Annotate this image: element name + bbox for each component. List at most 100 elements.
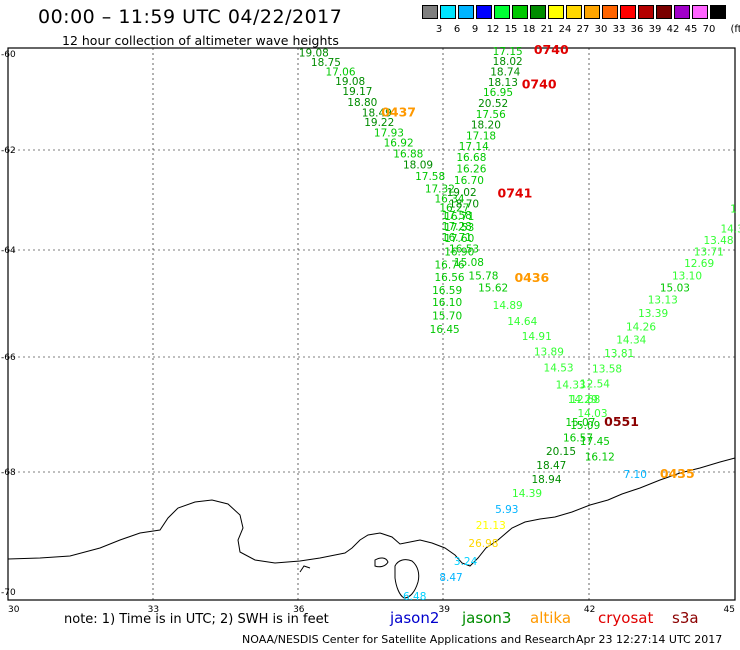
- wave-height-value: 19.22: [364, 117, 394, 129]
- legend-swatch: [620, 5, 636, 19]
- wave-height-value: 16.70: [454, 175, 484, 187]
- wave-height-value: 19.17: [342, 86, 372, 98]
- antarctic-coastline: [7, 457, 736, 599]
- legend-label: 42: [666, 24, 680, 35]
- wave-height-value: 17.93: [374, 128, 404, 140]
- wave-height-value: 17.15: [493, 46, 523, 58]
- legend-swatch: [440, 5, 456, 19]
- wave-height-value: 17.45: [580, 436, 610, 448]
- wave-height-value: 5.93: [495, 504, 518, 516]
- wave-height-value: 15.70: [432, 311, 462, 323]
- wave-height-value: 16.26: [456, 164, 486, 176]
- wave-height-value: 17.18: [466, 130, 496, 142]
- latitude-label: -60: [1, 50, 16, 60]
- longitude-label: 36: [293, 605, 305, 615]
- wave-height-value: 16.57: [563, 433, 593, 445]
- wave-height-value: 17.14: [459, 141, 489, 153]
- footnote: note: 1) Time is in UTC; 2) SWH is in fe…: [64, 612, 329, 627]
- legend-label: 39: [648, 24, 662, 35]
- generated-timestamp: Apr 23 12:27:14 UTC 2017: [576, 633, 723, 646]
- legend-label: 15: [504, 24, 518, 35]
- longitude-label: 39: [438, 605, 450, 615]
- wave-height-value: 16.90: [444, 246, 474, 258]
- longitude-label: 30: [8, 605, 20, 615]
- satellite-s3a: s3a: [672, 609, 699, 627]
- legend-label: 70: [702, 24, 716, 35]
- wave-height-value: 13.13: [648, 295, 678, 307]
- legend-label: 12: [486, 24, 500, 35]
- legend-label: 45: [684, 24, 698, 35]
- wave-height-value: 16.68: [456, 152, 486, 164]
- legend-unit: (ft): [730, 24, 740, 35]
- wave-height-value: 16.71: [444, 211, 474, 223]
- wave-height-value: 19.02: [447, 187, 477, 199]
- wave-height-value: 17.06: [325, 67, 355, 79]
- wave-height-value: 17.56: [476, 109, 506, 121]
- graticule: [8, 48, 735, 600]
- wave-height-value: 18.20: [471, 119, 501, 131]
- wave-height-value: 18.47: [536, 460, 566, 472]
- legend-swatch: [584, 5, 600, 19]
- wave-height-value: 14.64: [507, 316, 537, 328]
- wave-height-value: 16.12: [585, 452, 615, 464]
- legend-swatch: [458, 5, 474, 19]
- legend-label: 18: [522, 24, 536, 35]
- wave-height-value: 12.68: [570, 394, 600, 406]
- longitude-labels: 30 33 36 39 42 45: [8, 605, 735, 615]
- wave-height-value: 16.45: [430, 324, 460, 336]
- wave-height-value: 18.09: [403, 160, 433, 172]
- map-subtitle: 12 hour collection of altimeter wave hei…: [62, 33, 339, 48]
- wave-height-value: 16.53: [449, 244, 479, 256]
- latitude-label: -68: [1, 468, 16, 478]
- legend-swatch: [566, 5, 582, 19]
- latitude-label: -70: [1, 588, 16, 598]
- legend-label: 9: [471, 24, 479, 35]
- credit-line: NOAA/NESDIS Center for Satellite Applica…: [242, 633, 576, 646]
- map-title: 00:00 – 11:59 UTC 04/22/2017: [38, 6, 343, 28]
- legend-label: 21: [540, 24, 554, 35]
- wave-height-value: 16.56: [435, 272, 465, 284]
- legend-swatch: [422, 5, 438, 19]
- legend-label: 33: [612, 24, 626, 35]
- legend-swatch: [512, 5, 528, 19]
- wave-height-value: 16.95: [483, 87, 513, 99]
- pass-time-label: 0436: [514, 270, 549, 285]
- wave-height-value: 14.29: [568, 394, 598, 406]
- pass-time-label: 0740: [534, 42, 569, 57]
- wave-height-value: 14.03: [577, 408, 607, 420]
- legend-swatch: [656, 5, 672, 19]
- wave-height-value: 21.13: [476, 520, 506, 532]
- wave-height-value: 16.76: [435, 260, 465, 272]
- wave-height-value: 13.10: [672, 270, 702, 282]
- wave-height-value: 20.52: [478, 98, 508, 110]
- map-frame: [7, 47, 736, 601]
- satellite-cryosat: cryosat: [598, 609, 654, 627]
- latitude-label: -62: [1, 146, 16, 156]
- wave-height-value: 7.10: [624, 469, 647, 481]
- wave-height-value: 15.03: [660, 283, 690, 295]
- wave-height-value: 17.53: [444, 222, 474, 234]
- wave-height-value: 8.47: [439, 572, 462, 584]
- legend-label: 3: [435, 24, 443, 35]
- wave-height-value: 17.60: [444, 233, 474, 245]
- wave-height-value: 18.70: [449, 199, 479, 211]
- pass-time-label: 0435: [660, 466, 695, 481]
- wave-height-value: 14.89: [493, 300, 523, 312]
- wave-height-value: 14.91: [522, 331, 552, 343]
- legend-swatch: [602, 5, 618, 19]
- wave-height-value: 16.10: [432, 297, 462, 309]
- legend-label: 6: [453, 24, 461, 35]
- wave-height-value: 18.74: [490, 67, 520, 79]
- wave-height-value: 14.39: [512, 488, 542, 500]
- satellite-jason2: jason2: [390, 609, 440, 627]
- satellite-altika: altika: [530, 609, 572, 627]
- latitude-labels: -60 -62 -64 -66 -68 -70: [1, 50, 16, 598]
- legend-label: 27: [576, 24, 590, 35]
- wave-height-value: 19.08: [335, 76, 365, 88]
- wave-height-values: 19.0818.7517.0619.0819.1718.8018.4919.22…: [299, 46, 740, 603]
- wave-height-value: 6.48: [403, 591, 426, 603]
- wave-height-value: 17.32: [425, 184, 455, 196]
- pass-time-label: 0740: [522, 77, 557, 92]
- wave-height-value: 13.48: [703, 235, 733, 247]
- wave-height-value: 14.38: [720, 224, 740, 236]
